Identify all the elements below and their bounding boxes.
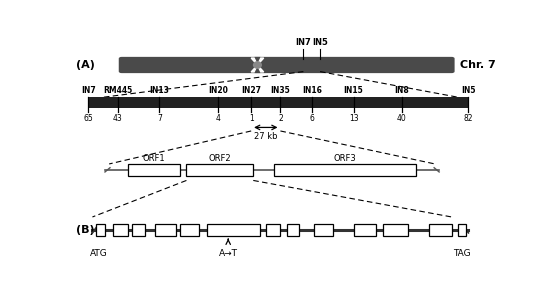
Text: 43: 43 xyxy=(113,114,122,123)
Text: 1: 1 xyxy=(249,114,253,123)
Text: 27 kb: 27 kb xyxy=(254,132,278,141)
Text: IN20: IN20 xyxy=(208,86,227,95)
Text: 40: 40 xyxy=(397,114,406,123)
Text: IN5: IN5 xyxy=(312,38,328,47)
Text: IN15: IN15 xyxy=(344,86,363,95)
FancyBboxPatch shape xyxy=(119,57,262,73)
Text: IN7: IN7 xyxy=(81,86,95,95)
Text: IN35: IN35 xyxy=(271,86,291,95)
Bar xyxy=(96,224,105,236)
Bar xyxy=(186,164,253,176)
Text: ORF3: ORF3 xyxy=(334,154,356,162)
Bar xyxy=(314,224,333,236)
Bar xyxy=(208,224,260,236)
Text: RM445: RM445 xyxy=(103,86,132,95)
Bar xyxy=(155,224,176,236)
Text: 2: 2 xyxy=(278,114,283,123)
Bar xyxy=(88,97,468,108)
FancyBboxPatch shape xyxy=(252,57,454,73)
Bar xyxy=(287,224,299,236)
Bar xyxy=(383,224,408,236)
Text: IN5: IN5 xyxy=(461,86,475,95)
Bar xyxy=(266,224,280,236)
Text: A→T: A→T xyxy=(219,249,238,258)
Ellipse shape xyxy=(253,61,262,69)
Text: 13: 13 xyxy=(349,114,358,123)
Text: 82: 82 xyxy=(464,114,473,123)
Bar xyxy=(429,224,452,236)
Bar xyxy=(113,224,128,236)
Polygon shape xyxy=(251,58,264,65)
Text: 4: 4 xyxy=(215,114,220,123)
Bar xyxy=(458,224,466,236)
Text: (A): (A) xyxy=(75,60,95,70)
Text: 7: 7 xyxy=(157,114,162,123)
Text: (B): (B) xyxy=(75,225,94,235)
Bar xyxy=(132,224,144,236)
Text: 65: 65 xyxy=(84,114,93,123)
Polygon shape xyxy=(251,65,264,72)
Text: IN27: IN27 xyxy=(241,86,261,95)
Text: 6: 6 xyxy=(309,114,314,123)
Text: TAG: TAG xyxy=(453,249,471,258)
Text: ORF2: ORF2 xyxy=(209,154,231,162)
Text: Chr. 7: Chr. 7 xyxy=(460,60,496,70)
Bar xyxy=(180,224,199,236)
Text: IN8: IN8 xyxy=(394,86,409,95)
Bar xyxy=(128,164,180,176)
Text: ORF1: ORF1 xyxy=(143,154,165,162)
Bar xyxy=(274,164,416,176)
Text: ATG: ATG xyxy=(90,249,108,258)
Text: IN7: IN7 xyxy=(295,38,311,47)
Text: IN16: IN16 xyxy=(302,86,322,95)
Bar xyxy=(354,224,377,236)
Text: IN13: IN13 xyxy=(149,86,169,95)
